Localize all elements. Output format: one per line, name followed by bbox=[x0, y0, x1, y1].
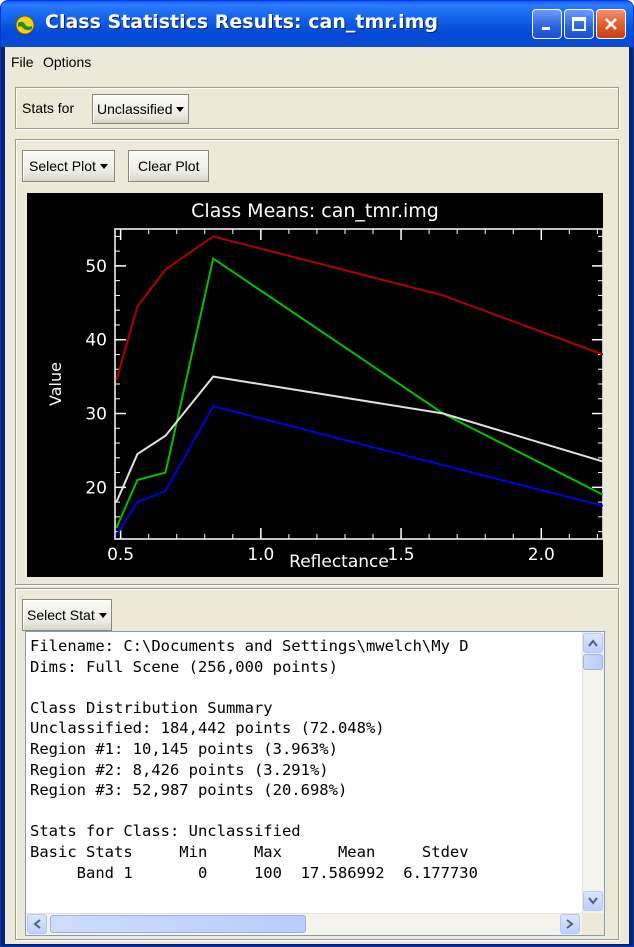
app-globe-icon bbox=[15, 15, 35, 35]
stats-for-panel: Stats for Unclassified bbox=[15, 87, 619, 129]
scrollbar-corner bbox=[582, 913, 604, 935]
y-tick-label: 30 bbox=[85, 405, 107, 425]
scroll-left-button[interactable] bbox=[27, 914, 47, 934]
menu-options[interactable]: Options bbox=[43, 54, 92, 70]
vertical-scrollbar[interactable] bbox=[582, 632, 604, 914]
output-line bbox=[30, 677, 586, 698]
menu-file[interactable]: File bbox=[11, 54, 34, 70]
close-button[interactable] bbox=[596, 9, 626, 39]
x-tick-label: 2.0 bbox=[528, 545, 555, 565]
stats-for-label: Stats for bbox=[22, 100, 75, 116]
plot-frame bbox=[114, 228, 603, 540]
output-line: Stats for Class: Unclassified bbox=[30, 822, 301, 841]
output-line: Region #1: 10,145 points (3.963%) bbox=[30, 739, 338, 758]
output-line bbox=[30, 801, 586, 822]
arrow-down-icon bbox=[588, 897, 598, 905]
horizontal-scrollbar[interactable] bbox=[26, 913, 582, 935]
y-tick-label: 40 bbox=[85, 331, 107, 351]
series-line-2 bbox=[115, 256, 603, 529]
x-tick-label: 0.5 bbox=[107, 545, 134, 565]
y-tick-label: 20 bbox=[85, 478, 107, 498]
chart-title: Class Means: can_tmr.img bbox=[191, 200, 439, 222]
arrow-up-icon bbox=[588, 639, 598, 647]
minimize-icon bbox=[542, 27, 550, 30]
chart-svg: Class Means: can_tmr.img Value Reflectan… bbox=[46, 200, 603, 572]
series-line-1 bbox=[115, 235, 603, 381]
stats-for-selected: Unclassified bbox=[97, 101, 173, 117]
output-line: Class Distribution Summary bbox=[30, 698, 273, 717]
stats-for-dropdown[interactable]: Unclassified bbox=[92, 94, 190, 124]
vertical-scroll-thumb[interactable] bbox=[583, 654, 603, 670]
dropdown-arrow-icon bbox=[99, 163, 108, 169]
clear-plot-label: Clear Plot bbox=[138, 158, 200, 174]
stats-output-content: Filename: C:\Documents and Settings\mwel… bbox=[30, 636, 586, 906]
maximize-button[interactable] bbox=[564, 9, 594, 39]
arrow-left-icon bbox=[33, 919, 41, 929]
series-line-4 bbox=[115, 404, 603, 536]
arrow-right-icon bbox=[566, 919, 574, 929]
x-tick-label: 1.5 bbox=[388, 545, 415, 565]
output-line: Region #3: 52,987 points (20.698%) bbox=[30, 781, 348, 800]
series-line-3 bbox=[115, 375, 603, 503]
y-tick-label: 50 bbox=[85, 257, 107, 277]
select-stat-button[interactable]: Select Stat bbox=[22, 599, 112, 631]
output-line: Band 1 0 100 17.586992 6.177730 bbox=[30, 863, 478, 882]
output-line: Unclassified: 184,442 points (72.048%) bbox=[30, 719, 385, 738]
menu-bar: File Options bbox=[5, 47, 629, 77]
output-line: Filename: C:\Documents and Settings\mwel… bbox=[30, 637, 469, 655]
y-axis-label: Value bbox=[46, 362, 65, 406]
close-icon bbox=[605, 18, 617, 30]
output-line: Basic Stats Min Max Mean Stdev bbox=[30, 842, 469, 861]
window-client-area: File Options Stats for Unclassified Sele… bbox=[5, 47, 629, 944]
minimize-button[interactable] bbox=[532, 9, 562, 39]
class-means-plot[interactable]: Class Means: can_tmr.img Value Reflectan… bbox=[27, 193, 603, 577]
maximize-icon bbox=[572, 17, 586, 31]
clear-plot-button[interactable]: Clear Plot bbox=[128, 150, 210, 182]
scroll-down-button[interactable] bbox=[583, 891, 603, 911]
dropdown-arrow-icon bbox=[176, 106, 185, 112]
x-axis-label: Reflectance bbox=[289, 552, 389, 572]
output-line: Region #2: 8,426 points (3.291%) bbox=[30, 760, 329, 779]
x-tick-label: 1.0 bbox=[247, 545, 274, 565]
title-bar[interactable]: Class Statistics Results: can_tmr.img bbox=[1, 1, 633, 47]
horizontal-scroll-thumb[interactable] bbox=[50, 915, 306, 933]
select-stat-label: Select Stat bbox=[27, 607, 95, 623]
select-plot-button[interactable]: Select Plot bbox=[22, 150, 115, 182]
scroll-right-button[interactable] bbox=[560, 914, 580, 934]
output-line: Dims: Full Scene (256,000 points) bbox=[30, 657, 338, 676]
dropdown-arrow-icon bbox=[98, 612, 107, 618]
window-title: Class Statistics Results: can_tmr.img bbox=[45, 11, 439, 33]
select-plot-label: Select Plot bbox=[29, 158, 96, 174]
stats-output-text[interactable]: Filename: C:\Documents and Settings\mwel… bbox=[25, 631, 605, 936]
scroll-up-button[interactable] bbox=[583, 633, 603, 653]
